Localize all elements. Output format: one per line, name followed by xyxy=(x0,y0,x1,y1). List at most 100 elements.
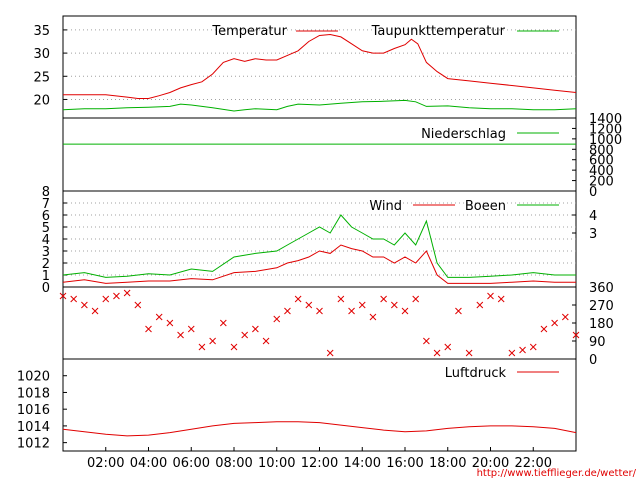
wind-direction-marker xyxy=(412,295,420,303)
wind-direction-marker xyxy=(401,307,409,315)
x-tick-label: 14:00 xyxy=(344,456,381,471)
temperature-y-ticks: 20 25 30 35 xyxy=(33,24,67,108)
x-tick-label: 06:00 xyxy=(173,456,210,471)
y-tick-label: 2 xyxy=(42,257,50,272)
y-tick-label: 1016 xyxy=(17,403,50,418)
x-axis: 02:00 04:00 06:00 08:00 10:00 12:00 14:00 16:00… xyxy=(87,447,552,471)
wind-direction-markers xyxy=(59,289,580,357)
wind-direction-marker xyxy=(59,292,67,300)
wind-direction-marker xyxy=(102,295,110,303)
y-tick-label: 5 xyxy=(42,221,50,236)
y-tick-label: 6 xyxy=(42,209,50,224)
y-tick-label: 400 xyxy=(589,164,614,179)
x-tick-label: 22:00 xyxy=(515,456,552,471)
y-tick-label: 1012 xyxy=(17,437,50,452)
y-tick-label: 0 xyxy=(589,185,597,200)
x-tick-label: 04:00 xyxy=(130,456,167,471)
x-tick-label: 16:00 xyxy=(386,456,423,471)
wind-direction-marker xyxy=(444,343,452,351)
wind-direction-marker xyxy=(390,301,398,309)
y-tick-label: 270 xyxy=(589,299,614,314)
wind-direction-marker xyxy=(81,301,88,309)
wind-direction-marker xyxy=(177,331,184,339)
y2-tick-label: 3 xyxy=(589,227,597,242)
temperature-grid xyxy=(63,29,576,100)
wind-direction-marker xyxy=(551,319,558,327)
wind-direction-marker xyxy=(337,295,345,303)
y-tick-label: 1000 xyxy=(589,133,622,148)
legend-label-niederschlag: Niederschlag xyxy=(421,127,506,142)
y-tick-label: 1200 xyxy=(589,122,622,137)
y-tick-label: 90 xyxy=(589,335,606,350)
y-tick-label: 1400 xyxy=(589,112,622,127)
wind-direction-marker xyxy=(209,337,216,345)
wind-direction-marker xyxy=(241,331,249,339)
wind-direction-marker xyxy=(519,346,526,354)
y-tick-label: 35 xyxy=(33,24,50,39)
wind-direction-marker xyxy=(455,307,462,315)
wind-direction-y-ticks: 0 90 180 270 360 xyxy=(572,281,614,368)
y-tick-label: 0 xyxy=(589,353,597,368)
series-line-taupunkttemperatur xyxy=(62,99,577,112)
wind-direction-marker xyxy=(305,301,313,309)
series-line-luftdruck xyxy=(62,421,577,437)
wind-direction-marker xyxy=(369,313,377,321)
wind-direction-marker xyxy=(358,301,366,309)
wind-direction-marker xyxy=(166,319,174,327)
y-tick-label: 4 xyxy=(42,233,50,248)
temperature-panel: 20 25 30 35 Temperatur Taupunkttemperatur xyxy=(33,15,577,119)
y2-tick-label: 4 xyxy=(589,209,597,224)
x-tick-label: 02:00 xyxy=(87,456,124,471)
legend-label-temperatur: Temperatur xyxy=(211,24,287,39)
wind-direction-marker xyxy=(230,343,238,351)
legend-label-luftdruck: Luftdruck xyxy=(445,366,507,381)
legend-label-boeen: Boeen xyxy=(465,199,506,214)
series-line-temperatur xyxy=(63,33,577,99)
y-tick-label: 1 xyxy=(42,269,50,284)
x-tick-label: 20:00 xyxy=(472,456,509,471)
wind-direction-marker xyxy=(508,349,516,357)
legend-label-taupunkttemperatur: Taupunkttemperatur xyxy=(371,24,506,39)
wind-direction-marker xyxy=(572,331,580,339)
wind-direction-marker xyxy=(134,301,142,309)
wind-direction-marker xyxy=(497,295,505,303)
wind-direction-marker xyxy=(252,325,259,333)
y-tick-label: 200 xyxy=(589,175,614,190)
y-tick-label: 25 xyxy=(33,70,50,85)
credit-link[interactable]: http://www.tiefflieger.de/wetter/ xyxy=(477,468,637,479)
y-tick-label: 30 xyxy=(33,47,50,62)
y-tick-label: 800 xyxy=(589,143,614,158)
wind-direction-marker xyxy=(262,337,270,345)
y-tick-label: 360 xyxy=(589,281,614,296)
x-tick-label: 18:00 xyxy=(429,456,466,471)
wind-series xyxy=(62,214,576,284)
pressure-series xyxy=(62,421,577,437)
wind-direction-marker xyxy=(433,349,441,357)
wind-direction-marker xyxy=(529,343,537,351)
wind-direction-marker xyxy=(561,313,569,321)
wind-direction-marker xyxy=(273,315,281,323)
legend-label-wind: Wind xyxy=(369,199,402,214)
y-tick-label: 1020 xyxy=(17,370,50,385)
wind-direction-marker xyxy=(113,292,120,300)
wind-direction-marker xyxy=(316,307,323,315)
wind-direction-marker xyxy=(155,313,163,321)
wind-direction-marker xyxy=(348,307,355,315)
wind-direction-marker xyxy=(465,349,473,357)
y-tick-label: 0 xyxy=(42,281,50,296)
wind-direction-marker xyxy=(476,301,484,309)
wind-direction-marker xyxy=(487,292,494,300)
wind-direction-marker xyxy=(145,325,152,333)
wind-direction-marker xyxy=(294,295,302,303)
y-tick-label: 8 xyxy=(42,185,50,200)
wind-direction-marker xyxy=(219,319,227,327)
wind-direction-marker xyxy=(70,295,78,303)
wind-direction-marker xyxy=(123,289,131,297)
x-tick-label: 10:00 xyxy=(258,456,295,471)
temperature-series xyxy=(62,33,577,112)
y-tick-label: 1014 xyxy=(17,420,50,435)
wind-direction-marker xyxy=(423,337,430,345)
y-tick-label: 7 xyxy=(42,197,50,212)
